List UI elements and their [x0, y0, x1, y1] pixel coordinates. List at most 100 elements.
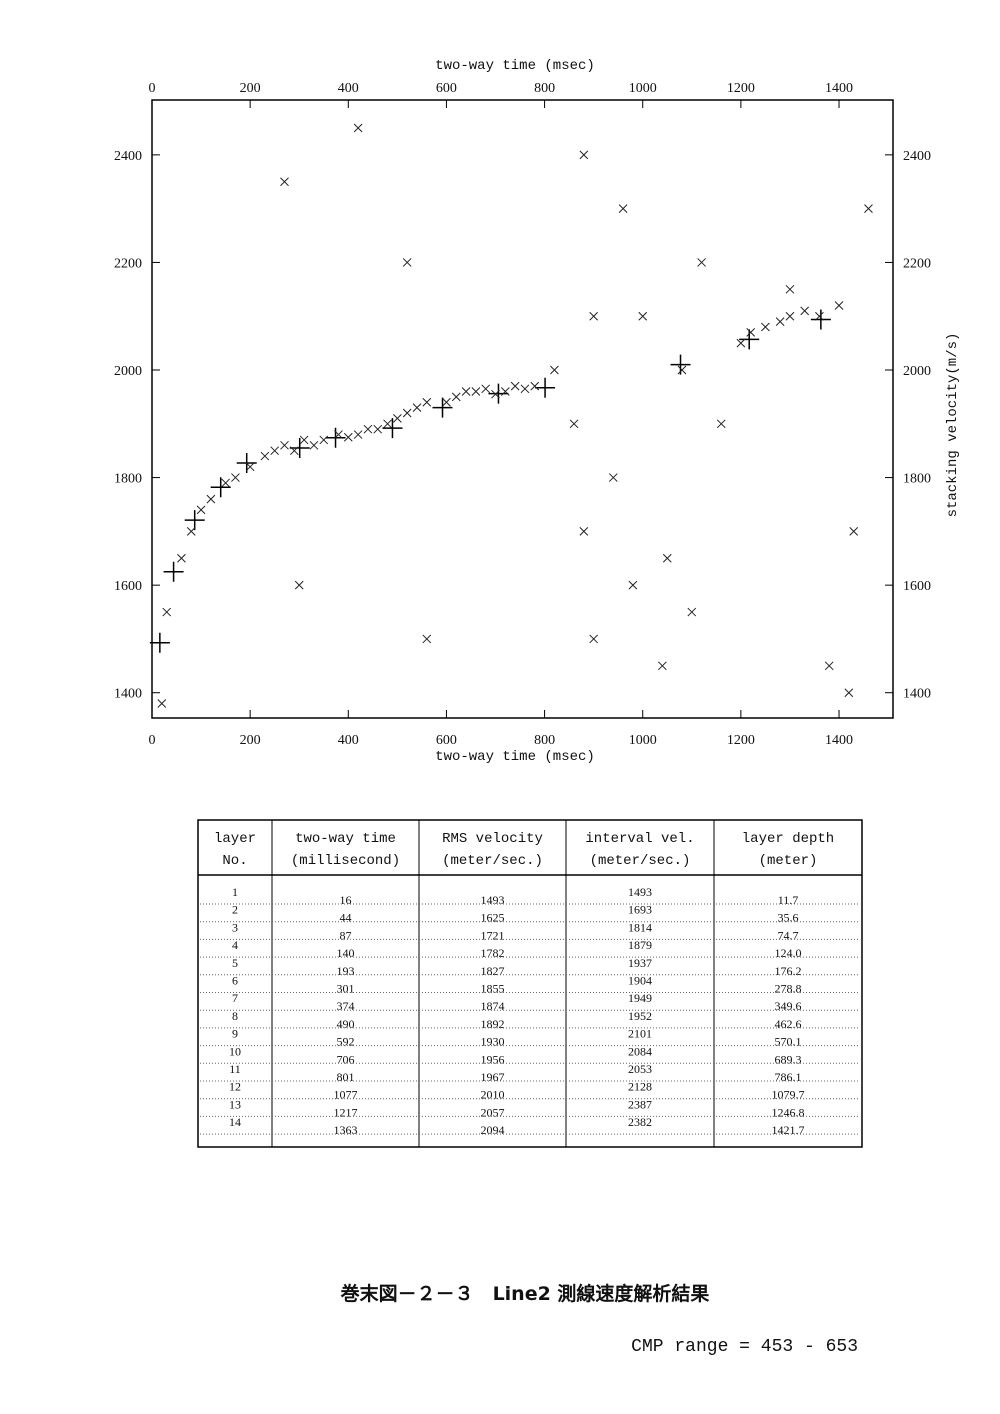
table-cell: 44 — [340, 911, 352, 925]
table-cell: 1782 — [481, 946, 505, 960]
x-axis-title: two-way time (msec) — [435, 749, 595, 765]
table-cell: 8 — [232, 1009, 238, 1023]
point — [716, 419, 726, 429]
point — [579, 527, 589, 536]
table-header: No. — [222, 853, 247, 869]
y-tick-label-right: 1400 — [903, 687, 931, 702]
table-cell: 2101 — [628, 1027, 652, 1041]
point — [402, 408, 412, 418]
point — [334, 430, 343, 439]
table-cell: 13 — [229, 1097, 241, 1111]
point — [382, 418, 403, 439]
table-cell: 124.0 — [775, 946, 802, 960]
point — [815, 311, 824, 321]
point — [736, 338, 746, 348]
table-cell: 9 — [232, 1027, 238, 1041]
point — [289, 446, 299, 456]
point — [442, 397, 451, 407]
table-cell: 1937 — [628, 956, 652, 970]
point — [834, 301, 844, 310]
table-cell: 1952 — [628, 1009, 652, 1023]
table-cell: 1625 — [481, 911, 505, 925]
point — [280, 440, 289, 450]
point — [658, 661, 667, 671]
point — [353, 430, 363, 439]
point — [432, 397, 453, 418]
table-cell: 1930 — [481, 1035, 505, 1049]
x-tick-label-top: 800 — [534, 81, 555, 96]
point — [510, 381, 520, 391]
table-cell: 1904 — [628, 974, 652, 988]
point — [412, 403, 422, 413]
table-header: (millisecond) — [291, 853, 400, 869]
x-tick-label: 600 — [436, 733, 457, 748]
point — [579, 150, 589, 160]
table-cell: 1079.7 — [772, 1088, 805, 1102]
table-header: (meter/sec.) — [442, 853, 543, 869]
table-cell: 2084 — [628, 1044, 652, 1058]
point — [618, 204, 628, 214]
cmp-range: CMP range = 453 - 653 — [631, 1337, 858, 1357]
point — [393, 414, 402, 423]
point — [785, 284, 795, 294]
point — [402, 258, 412, 267]
table-cell: 1879 — [628, 938, 652, 952]
table-cell: 1721 — [481, 928, 505, 942]
point — [628, 580, 638, 590]
point — [535, 377, 556, 398]
point — [761, 322, 770, 332]
table-cell: 490 — [337, 1017, 355, 1031]
point — [309, 440, 319, 450]
y-tick-label-right: 2400 — [903, 149, 931, 164]
point — [677, 365, 687, 375]
x-tick-label: 1400 — [825, 733, 853, 748]
table-cell: 1956 — [481, 1052, 505, 1066]
table-cell: 1246.8 — [772, 1105, 805, 1119]
point — [739, 329, 760, 350]
y-tick-label-right: 2200 — [903, 256, 931, 271]
point — [608, 473, 618, 482]
point — [353, 123, 363, 133]
table-cell: 176.2 — [775, 964, 802, 978]
y-tick-label-right: 1800 — [903, 472, 931, 487]
table-cell: 4 — [232, 938, 238, 952]
table-cell: 1827 — [481, 964, 505, 978]
table-cell: 278.8 — [775, 982, 802, 996]
point — [569, 419, 579, 429]
point — [589, 634, 599, 644]
point — [662, 553, 672, 563]
point — [163, 561, 184, 582]
x-axis-title-top: two-way time (msec) — [435, 58, 595, 74]
table-cell: 2094 — [481, 1123, 505, 1137]
x-tick-label: 1000 — [629, 733, 657, 748]
table-cell: 592 — [337, 1035, 355, 1049]
table-cell: 2387 — [628, 1097, 652, 1111]
x-tick-label: 800 — [534, 733, 555, 748]
table-cell: 193 — [337, 964, 355, 978]
table-header: layer — [214, 831, 256, 847]
table-cell: 14 — [229, 1115, 241, 1129]
point — [157, 699, 167, 708]
point — [491, 389, 500, 399]
point — [299, 435, 309, 445]
point — [451, 392, 461, 402]
point — [520, 384, 530, 394]
point — [221, 478, 230, 488]
point — [422, 397, 432, 407]
point — [422, 634, 432, 644]
point — [270, 446, 280, 456]
point — [785, 311, 795, 321]
point — [775, 317, 785, 326]
table-cell: 35.6 — [778, 911, 799, 925]
point — [280, 177, 289, 187]
table-cell: 5 — [232, 956, 238, 970]
x-tick-label-top: 400 — [338, 81, 359, 96]
point — [319, 435, 329, 445]
table-cell: 140 — [337, 946, 355, 960]
point — [373, 424, 383, 434]
table-cell: 6 — [232, 974, 238, 988]
table-header: (meter) — [759, 853, 818, 869]
table-cell: 12 — [229, 1080, 241, 1094]
point — [530, 381, 540, 391]
